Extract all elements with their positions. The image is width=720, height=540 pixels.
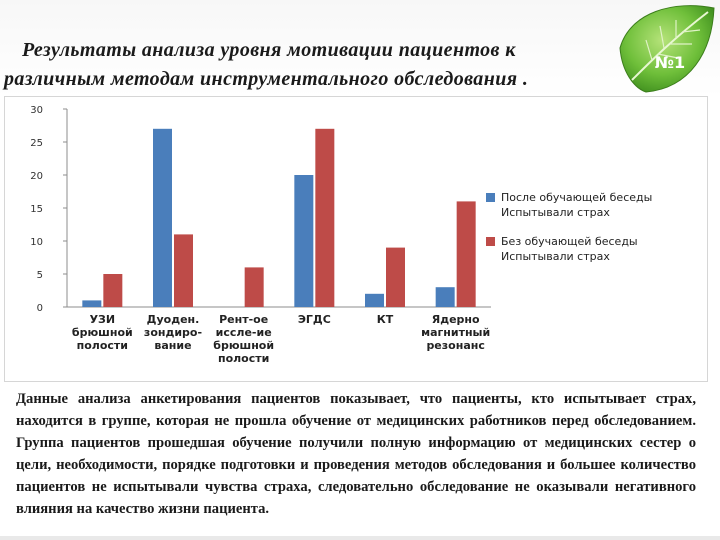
badge-label: №1 (655, 53, 685, 72)
y-tick-label-6: 30 (30, 105, 43, 116)
y-tick-label-5: 25 (30, 138, 43, 149)
bar-series-1-cat-4 (294, 175, 314, 307)
chart-panel: 0 5 10 15 20 25 30 УЗИ брюшной полости Дуоден. зонд… (4, 96, 708, 382)
bar-series-2-cat-6 (456, 201, 476, 307)
description-paragraph: Данные анализа анкетирования пациентов п… (16, 391, 696, 517)
legend-item-series-1: После обучающей беседы Испытывали страх (486, 190, 706, 220)
bar-series-1-cat-5 (365, 293, 384, 307)
bar-series-2-cat-1 (103, 274, 123, 307)
x-tick-label-6-line-3: резонанс (426, 339, 484, 352)
x-tick-label-1-line-2: брюшной (72, 326, 133, 339)
footer-band (0, 536, 720, 540)
bar-series-1-cat-1 (82, 300, 102, 307)
legend-label-series-1: После обучающей беседы Испытывали страх (501, 191, 653, 219)
legend-item-series-2: Без обучающей беседы Испытывали страх (486, 234, 706, 264)
x-tick-label-4-line-1: ЭГДС (298, 313, 331, 326)
legend-swatch-series-2 (486, 237, 495, 246)
x-tick-label-3-line-4: полости (218, 352, 269, 365)
x-tick-label-1-line-1: УЗИ (90, 313, 116, 326)
leaf-badge: №1 (612, 0, 720, 100)
leaf-icon: №1 (619, 5, 715, 93)
bar-series-2-cat-2 (174, 234, 193, 307)
legend-swatch-series-1 (486, 193, 495, 202)
slide-title: Результаты анализа уровня мотивации паци… (4, 36, 644, 94)
y-tick-label-3: 15 (30, 204, 43, 215)
legend-label-series-2: Без обучающей беседы Испытывали страх (501, 235, 638, 263)
y-tick-label-0: 0 (37, 303, 43, 314)
y-tick-label-1: 5 (37, 270, 43, 281)
bar-series-2-cat-5 (386, 247, 405, 307)
x-tick-label-1-line-3: полости (77, 339, 128, 352)
x-tick-label-6-line-1: Ядерно (432, 313, 480, 326)
bar-series-1-cat-6 (435, 287, 455, 307)
slide-title-line-2: различным методам инструментального обсл… (4, 68, 529, 90)
bar-series-2-cat-3 (244, 267, 264, 307)
x-tick-label-3-line-2: иссле-ие (216, 326, 272, 339)
x-tick-label-5-line-1: КТ (377, 313, 394, 326)
y-tick-label-4: 20 (30, 171, 43, 182)
chart-legend: После обучающей беседы Испытывали страх … (486, 190, 706, 278)
bar-chart: 051015202530УЗИбрюшнойполостиДуоден.зонд… (30, 105, 491, 365)
y-tick-label-2: 10 (30, 237, 43, 248)
x-tick-label-3-line-3: брюшной (213, 339, 274, 352)
x-tick-label-2-line-3: вание (154, 339, 191, 352)
bar-series-1-cat-2 (153, 128, 172, 307)
x-tick-label-6-line-2: магнитный (421, 326, 490, 339)
x-tick-label-2-line-1: Дуоден. (147, 313, 200, 326)
slide-title-line-1: Результаты анализа уровня мотивации паци… (22, 39, 516, 61)
bar-series-2-cat-4 (315, 128, 335, 307)
x-tick-label-2-line-2: зондиро- (144, 326, 202, 339)
x-tick-label-3-line-1: Рент-ое (219, 313, 268, 326)
